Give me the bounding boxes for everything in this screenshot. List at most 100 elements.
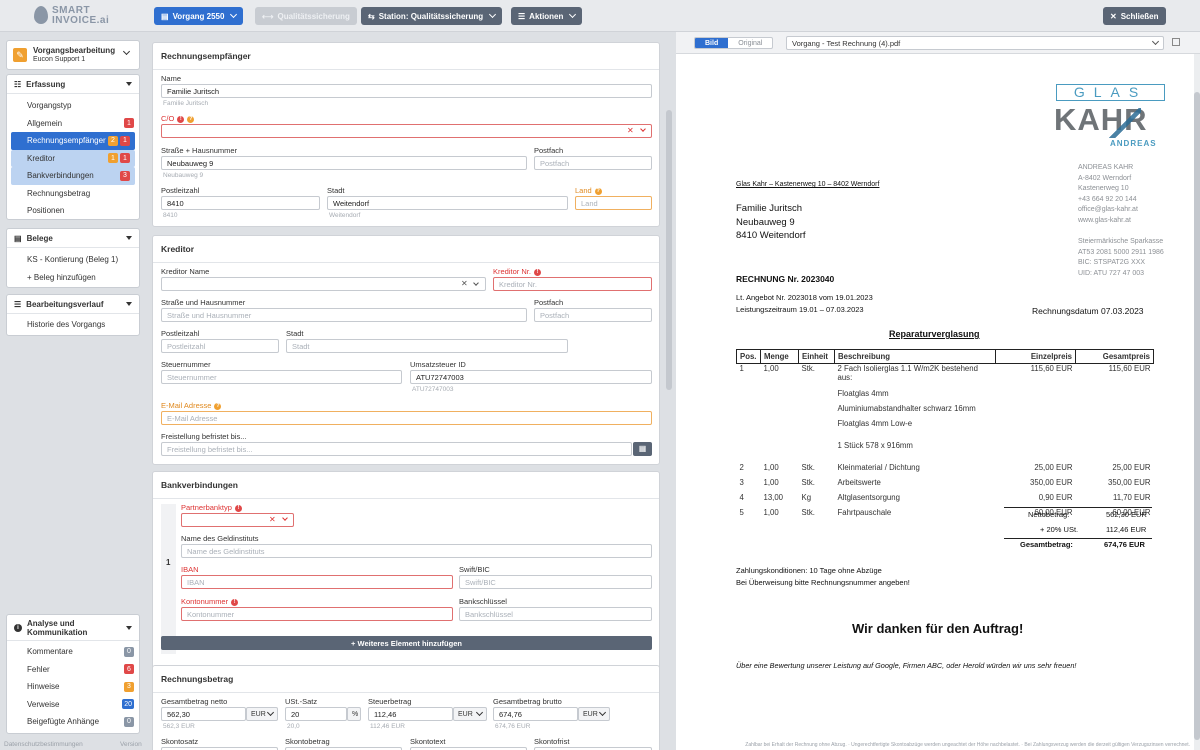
tab-original[interactable]: Original (738, 39, 763, 47)
stadt-field[interactable]: Weitendorf (327, 196, 568, 210)
freistellung-field[interactable]: Freistellung befristet bis... (161, 442, 632, 456)
swift-field[interactable]: Swift/BIC (459, 575, 652, 589)
table-cell (1076, 419, 1154, 434)
kreditor-street-field[interactable]: Straße und Hausnummer (161, 308, 527, 322)
clear-icon[interactable]: ✕ (269, 515, 276, 524)
ust-id-field[interactable]: ATU72747003 (410, 370, 652, 384)
sidebar-item-historie[interactable]: Historie des Vorgangs (27, 320, 106, 330)
analyse-section: i Analyse und Kommunikation Kommentare 0 F… (6, 614, 140, 734)
skontosatz-field[interactable] (161, 747, 278, 750)
ust-satz-field[interactable]: 20 (285, 707, 347, 721)
stadt-hint: Weitendorf (329, 212, 361, 219)
file-select[interactable]: Vorgang - Test Rechnung (4).pdf (786, 36, 1164, 50)
skontofrist-field[interactable] (534, 747, 652, 750)
actions-button[interactable]: ☰ Aktionen (511, 7, 583, 25)
sidebar-item-bankverbindungen[interactable]: Bankverbindungen 3 (11, 167, 135, 185)
warning-icon: ? (594, 187, 602, 195)
sidebar-item-anhaenge[interactable]: Beigefügte Anhänge 0 (7, 713, 139, 731)
table-cell (799, 419, 835, 434)
kontonummer-field[interactable]: Kontonummer (181, 607, 453, 621)
land-field[interactable]: Land (575, 196, 652, 210)
postfach-field[interactable]: Postfach (534, 156, 652, 170)
steuerbetrag-field[interactable]: 112,46 (368, 707, 453, 721)
netto-label: Gesamtbetrag netto (161, 697, 228, 706)
belege-header[interactable]: ▤ Belege (7, 229, 139, 248)
table-cell (1076, 434, 1154, 441)
steuer-currency-select[interactable]: EUR (453, 707, 487, 721)
erfassung-header[interactable]: ☷ Erfassung (7, 75, 139, 94)
plz-field[interactable]: 8410 (161, 196, 320, 210)
table-cell (761, 456, 799, 463)
netto-field[interactable]: 562,30 (161, 707, 246, 721)
calendar-icon[interactable]: ▦ (633, 442, 652, 456)
kreditor-postfach-field[interactable]: Postfach (534, 308, 652, 322)
kreditor-plz-field[interactable]: Postleitzahl (161, 339, 279, 353)
skontotext-field[interactable] (410, 747, 527, 750)
sidebar-item-fehler[interactable]: Fehler 6 (7, 661, 139, 679)
email-field[interactable]: E-Mail Adresse (161, 411, 652, 425)
sidebar-item-vorgangstyp[interactable]: Vorgangstyp (27, 101, 72, 111)
sidebar-item-rechnungsempfaenger[interactable]: Rechnungsempfänger 2 1 (11, 132, 135, 150)
iban-field[interactable]: IBAN (181, 575, 453, 589)
payment-terms: Zahlungskonditionen: 10 Tage ohne Abzüge (736, 566, 882, 575)
kreditor-stadt-field[interactable]: Stadt (286, 339, 568, 353)
add-beleg-link[interactable]: + Beleg hinzufügen (27, 272, 96, 282)
sidebar-item-beleg[interactable]: KS - Kontierung (Beleg 1) (27, 255, 119, 265)
brutto-currency-select[interactable]: EUR (578, 707, 610, 721)
section-title: Kreditor (161, 244, 195, 254)
analyse-header[interactable]: i Analyse und Kommunikation (7, 615, 139, 641)
sidebar-item-hinweise[interactable]: Hinweise 3 (7, 678, 139, 696)
sidebar-item-verweise[interactable]: Verweise 20 (27, 699, 134, 710)
netto-label: Nettobetrag: (1028, 510, 1070, 519)
sidebar-item-positionen[interactable]: Positionen (27, 206, 65, 216)
quality-check-button[interactable]: ⟷ Qualitätssicherung (255, 7, 357, 25)
co-select[interactable] (161, 124, 652, 138)
table-cell: Stk. (801, 478, 815, 487)
sidebar-item-allgemein[interactable]: Allgemein 1 (7, 115, 139, 133)
empfaenger-panel: Rechnungsempfänger Name Familie Juritsch… (152, 42, 660, 227)
viewer-scrollbar[interactable] (1194, 92, 1200, 740)
tab-bild[interactable]: Bild (695, 38, 729, 48)
privacy-link[interactable]: Datenschutzbestimmungen (4, 741, 83, 748)
sidebar-item-rechnungsbetrag[interactable]: Rechnungsbetrag (27, 188, 91, 198)
smart-invoice-logo[interactable]: SMART INVOICE.ai (34, 5, 114, 27)
partnerbanktyp-select[interactable] (181, 513, 294, 527)
expand-icon[interactable] (1172, 38, 1180, 46)
vorgang-button[interactable]: ▤ Vorgang 2550 (154, 7, 244, 25)
clear-icon[interactable]: ✕ (627, 126, 634, 135)
close-button[interactable]: ✕ Schließen (1103, 7, 1166, 25)
steuer-field[interactable]: Steuernummer (161, 370, 402, 384)
skontobetrag-field[interactable] (285, 747, 402, 750)
add-element-button[interactable]: + Weiteres Element hinzufügen (161, 636, 652, 650)
brutto-field[interactable]: 674,76 (493, 707, 578, 721)
street-field[interactable]: Neubauweg 9 (161, 156, 527, 170)
table-cell (1076, 456, 1154, 463)
brutto-hint: 674,76 EUR (495, 723, 531, 730)
table-cell (1076, 382, 1154, 389)
form-scrollbar[interactable] (666, 110, 672, 390)
row-handle[interactable] (161, 504, 176, 654)
table-cell: Floatglas 4mm Low-e (837, 419, 913, 428)
clear-icon[interactable]: ✕ (461, 279, 468, 288)
edit-icon: ✎ (13, 48, 27, 62)
table-cell (761, 434, 799, 441)
recipient-block: Familie Juritsch Neubauweg 9 8410 Weitendo… (736, 203, 806, 241)
view-mode-toggle[interactable]: Bild Original (694, 37, 774, 49)
verlauf-header[interactable]: ☰ Bearbeitungsverlauf (7, 295, 139, 314)
station-button[interactable]: ⇆ Station: Qualitätssicherung (361, 7, 503, 25)
table-row (737, 382, 1154, 389)
geldinstitut-field[interactable]: Name des Geldinstituts (181, 544, 652, 558)
kreditor-name-label: Kreditor Name (161, 267, 210, 276)
divider (1004, 507, 1152, 508)
skontobetrag-label: Skontobetrag (285, 737, 330, 746)
kreditor-name-select[interactable] (161, 277, 486, 291)
workspace-selector[interactable]: ✎ Vorgangsbearbeitung Eucon Support 1 (6, 40, 140, 70)
kreditor-nr-field[interactable]: Kreditor Nr. (493, 277, 652, 291)
sidebar-item-kreditor[interactable]: Kreditor 1 1 (11, 149, 135, 167)
table-cell: 5 (739, 508, 744, 517)
bankschluessel-field[interactable]: Bankschlüssel (459, 607, 652, 621)
netto-currency-select[interactable]: EUR (246, 707, 278, 721)
table-cell (761, 441, 799, 456)
name-field[interactable]: Familie Juritsch (161, 84, 652, 98)
sidebar-item-kommentare[interactable]: Kommentare 0 (7, 643, 139, 661)
